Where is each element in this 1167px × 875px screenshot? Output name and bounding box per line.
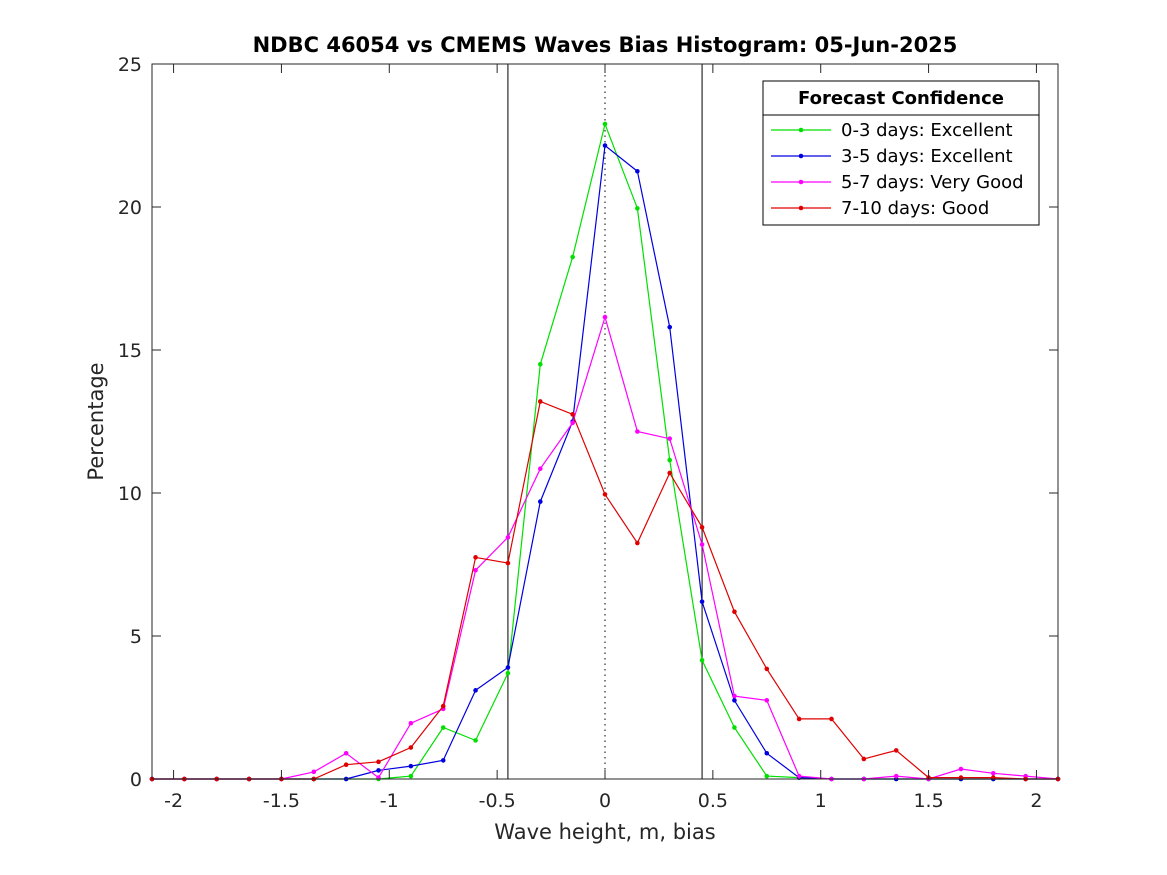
series-1-point [570, 254, 575, 260]
x-tick-label: 0 [599, 790, 611, 812]
series-4-point [440, 703, 446, 709]
x-tick-label: 2 [1030, 790, 1042, 812]
series-2-point [440, 758, 446, 763]
series-2-point [537, 499, 543, 504]
series-1-point [473, 738, 478, 743]
series-4-point [893, 748, 899, 753]
y-tick-label: 10 [118, 483, 142, 505]
series-3-point [311, 769, 317, 775]
series-4-point [473, 555, 478, 560]
series-2-point [764, 750, 770, 756]
series-1-point [667, 457, 673, 463]
legend-entries: 0-3 days: Excellent 3-5 days: Excellent 5-… [771, 120, 1024, 219]
x-tick-label: -2 [164, 790, 183, 812]
series-3-point [602, 314, 608, 320]
series-1-point [505, 670, 511, 676]
legend-swatch-marker [798, 153, 804, 159]
y-tick-label: 5 [130, 626, 142, 648]
legend-box [762, 80, 1040, 226]
x-tick-label: 1.5 [913, 790, 943, 812]
series-2-point [699, 599, 705, 604]
series-3-point [635, 429, 640, 434]
series-1-point [602, 121, 608, 127]
series-4-point [505, 560, 511, 566]
legend-title: Forecast Confidence [798, 88, 1004, 109]
series-3-point [343, 750, 349, 756]
legend-swatch-marker [798, 205, 804, 211]
legend-entry-label: 7-10 days: Good [841, 198, 989, 219]
series-4-point [764, 666, 770, 672]
series-4-point [343, 762, 349, 767]
series-3-point [408, 720, 414, 726]
series-1-point [408, 773, 414, 779]
series-3-point [958, 766, 964, 772]
series-4-point [861, 756, 867, 762]
series-4-point [796, 716, 802, 722]
series-3-point [537, 466, 543, 471]
legend-entry-label: 5-7 days: Very Good [841, 172, 1024, 193]
chart-title: NDBC 46054 vs CMEMS Waves Bias Histogram… [253, 33, 958, 57]
y-tick-label: 0 [130, 769, 142, 791]
legend-entry-label: 3-5 days: Excellent [841, 146, 1013, 167]
series-1-point [732, 725, 737, 730]
series-2-point [635, 168, 640, 174]
series-4-point [699, 525, 705, 530]
y-tick-label: 20 [118, 197, 142, 219]
series-4-point [570, 412, 575, 417]
series-1-point [635, 206, 640, 211]
series-4-point [408, 745, 414, 750]
legend-swatch-marker [798, 179, 804, 185]
series-4-point [635, 540, 640, 546]
series-3-point [505, 535, 511, 540]
series-3-point [990, 770, 996, 776]
series-3-point [796, 773, 802, 779]
x-tick-label: -1.5 [263, 790, 300, 812]
legend: Forecast Confidence 0-3 days: Excellent 3… [762, 80, 1040, 226]
series-1-point [764, 773, 770, 779]
series-1-point [537, 362, 543, 367]
x-tick-label: 1 [815, 790, 827, 812]
series-4-point [667, 470, 673, 476]
y-tick-label: 15 [118, 340, 142, 362]
series-2-point [667, 324, 673, 330]
series-3-point [893, 773, 899, 779]
series-2-point [505, 665, 511, 670]
x-tick-label: -0.5 [479, 790, 516, 812]
series-4-point [829, 716, 834, 722]
series-1-point [699, 658, 705, 663]
series-3-point [667, 436, 673, 441]
series-2-point [408, 763, 414, 769]
series-3-point [732, 693, 737, 699]
legend-swatch-marker [798, 127, 804, 133]
series-4-point [732, 609, 737, 614]
x-axis-title: Wave height, m, bias [494, 820, 715, 844]
series-2-point [473, 688, 478, 693]
y-tick-label: 25 [118, 54, 142, 76]
series-3-point [764, 698, 770, 703]
series-1-point [440, 725, 446, 730]
series-2-point [732, 698, 737, 703]
series-2-point [376, 768, 381, 773]
series-4-point [602, 492, 608, 497]
series-4-point [537, 399, 543, 404]
y-axis-title: Percentage [84, 362, 108, 480]
series-4-point [376, 759, 381, 765]
series-3-point [570, 420, 575, 426]
x-tick-label: 0.5 [698, 790, 728, 812]
x-tick-label: -1 [380, 790, 399, 812]
series-3-point [473, 567, 478, 573]
series-2-point [602, 143, 608, 148]
series-3-point [699, 542, 705, 547]
legend-entry-label: 0-3 days: Excellent [841, 120, 1013, 141]
